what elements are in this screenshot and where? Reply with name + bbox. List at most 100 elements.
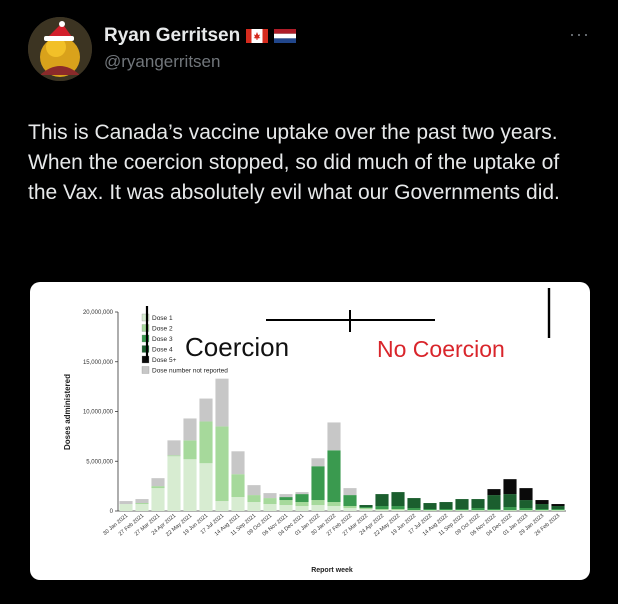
avatar-image [28, 17, 92, 81]
bar-segment [503, 510, 517, 512]
bar-segment [439, 509, 453, 511]
bar-segment [199, 463, 213, 511]
bar-segment [519, 500, 533, 509]
bar-segment [199, 398, 213, 422]
bar-segment [551, 510, 565, 512]
bar-segment [375, 494, 389, 507]
bar-segment [263, 504, 277, 511]
legend-label: Dose 5+ [152, 357, 177, 364]
bar-segment [247, 485, 261, 496]
bar-segment [311, 458, 325, 467]
bar-segment [455, 510, 469, 512]
no-coercion-annotation: No Coercion [377, 336, 505, 362]
avatar[interactable] [28, 17, 92, 81]
bar-segment [519, 510, 533, 512]
bar-segment [151, 488, 165, 511]
bar-segment [519, 488, 533, 501]
more-options-icon[interactable]: ··· [569, 24, 590, 44]
bar-segment [471, 508, 485, 511]
bar-segment [487, 509, 501, 511]
legend-swatch [141, 355, 150, 364]
bar-segment [487, 489, 501, 496]
bar-segment [503, 479, 517, 495]
bar-segment [135, 499, 149, 504]
bar-segment [119, 501, 133, 505]
bar-segment [343, 508, 357, 511]
bar-segment [327, 422, 341, 451]
bar-segment [215, 378, 229, 427]
bar-segment [247, 495, 261, 503]
chart-image-card[interactable]: 0 5,000,000 10,000,000 15,000,000 20,000,000… [30, 282, 590, 580]
netherlands-flag-icon [274, 29, 297, 43]
bar-segment [551, 510, 565, 511]
bar-segment [519, 508, 533, 511]
bar-segment [487, 495, 501, 510]
bar-segment [263, 498, 277, 505]
bar-segment [167, 455, 181, 457]
bar-segment [407, 510, 421, 511]
bar-segment [455, 510, 469, 511]
bar-segment [375, 510, 389, 511]
bar-segment [279, 494, 293, 498]
bar-segment [359, 509, 373, 511]
bar-segment [423, 503, 437, 510]
bar-segment [391, 510, 405, 511]
bar-segment [295, 506, 309, 511]
user-handle[interactable]: @ryangerritsen [104, 52, 221, 71]
bar-segment [439, 510, 453, 512]
bar-segment [119, 504, 133, 511]
bar-segment [343, 488, 357, 496]
bar-segment [551, 504, 565, 507]
bar-segment [535, 510, 549, 511]
bar-segment [231, 474, 245, 498]
bar-segment [439, 502, 453, 510]
legend-swatch [141, 366, 150, 374]
bar-segment [551, 509, 565, 511]
user-name[interactable]: Ryan Gerritsen [104, 25, 241, 46]
bar-segment [535, 510, 549, 512]
bar-segment [519, 510, 533, 511]
bar-segment [503, 507, 517, 511]
vaccine-uptake-chart: 0 5,000,000 10,000,000 15,000,000 20,000,000… [63, 288, 566, 574]
bar-segment [183, 440, 197, 460]
bar-segment [407, 508, 421, 511]
bar-segment [503, 494, 517, 508]
bar-segment [535, 504, 549, 510]
bar-segment [471, 510, 485, 512]
bar-segment [279, 497, 293, 501]
legend-label: Dose number not reported [152, 368, 228, 375]
bar-segment [183, 418, 197, 441]
bar-segment [407, 498, 421, 509]
bar-segment [311, 500, 325, 506]
bar-segment [295, 502, 309, 507]
bar-segment [391, 509, 405, 511]
x-axis-label: Report week [311, 567, 353, 574]
bar-segment [167, 456, 181, 511]
bar-segment [311, 466, 325, 501]
coercion-annotation: Coercion [185, 332, 289, 362]
bar-segment [263, 493, 277, 499]
bar-segment [343, 506, 357, 509]
y-axis-label: Doses administered [63, 374, 72, 450]
bar-segment [439, 510, 453, 511]
bar-segment [279, 500, 293, 506]
y-tick-label: 0 [110, 509, 114, 515]
bar-segment [551, 506, 565, 510]
bar-segment [535, 509, 549, 511]
legend-swatch [141, 324, 150, 332]
legend-swatch [141, 313, 150, 322]
bar-segment [391, 492, 405, 507]
tweet-text: This is Canada’s vaccine uptake over the… [28, 121, 560, 204]
bar-segment [535, 500, 549, 505]
bar-segment [327, 450, 341, 503]
y-tick-label: 5,000,000 [86, 459, 113, 465]
bar-segment [375, 509, 389, 511]
bar-segment [471, 499, 485, 509]
canada-flag-icon [246, 29, 269, 43]
bar-segment [151, 478, 165, 487]
bar-segment [215, 501, 229, 511]
bar-segment [135, 504, 149, 511]
bar-segment [455, 509, 469, 511]
bar-segment [231, 497, 245, 511]
bar-segment [455, 499, 469, 510]
